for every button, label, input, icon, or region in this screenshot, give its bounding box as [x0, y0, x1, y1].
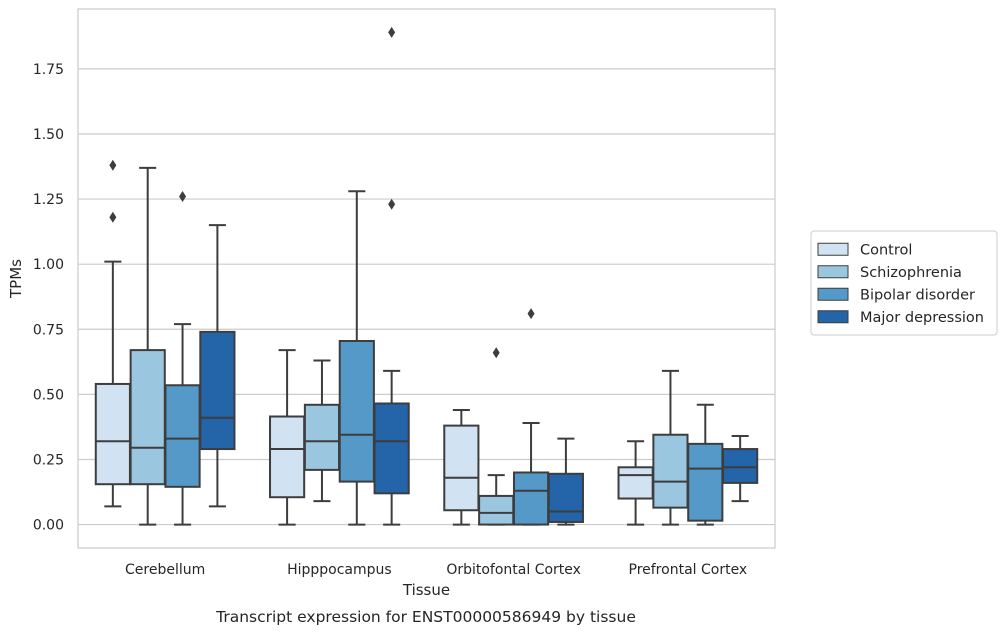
box-body	[512, 471, 550, 526]
box-control	[269, 349, 306, 526]
x-tick-label: Cerebellum	[125, 562, 205, 578]
box-major-depression	[547, 437, 584, 526]
y-tick-label: 1.75	[33, 62, 64, 78]
outlier-point	[492, 347, 500, 359]
box-series	[94, 26, 759, 526]
plot-frame	[77, 8, 776, 549]
legend-label: Schizophrenia	[860, 265, 962, 281]
y-tick-label: 1.00	[33, 257, 64, 273]
legend-swatch	[817, 310, 849, 324]
box-body	[617, 466, 654, 500]
box-control	[443, 408, 480, 526]
box-body	[722, 448, 759, 484]
y-axis-label: TPMs	[7, 259, 25, 299]
box-control	[617, 440, 654, 526]
box-body	[164, 384, 201, 488]
outlier-point	[109, 159, 117, 171]
outlier-point	[388, 198, 396, 210]
outlier-point	[527, 308, 535, 320]
y-tick-label: 0.75	[33, 322, 64, 338]
box-major-depression	[199, 224, 236, 508]
box-control	[94, 159, 131, 508]
box-bipolar-disorder	[164, 190, 201, 526]
legend-swatch	[817, 242, 849, 256]
box-body	[129, 349, 166, 486]
box-body	[303, 403, 341, 471]
y-axis-ticks: 0.00 0.25 0.50 0.75 1.00 1.25 1.50 1.75	[33, 62, 64, 534]
legend-label: Control	[860, 242, 912, 258]
box-body	[94, 382, 131, 486]
legend: Control Schizophrenia Bipolar disorder Majo…	[810, 230, 998, 336]
x-axis-ticks: Cerebellum Hipppocampus Orbitofontal Corte…	[125, 562, 747, 578]
box-body	[199, 330, 236, 451]
box-body	[652, 433, 689, 509]
chart-caption: Transcript expression for ENST0000058694…	[215, 608, 636, 626]
outlier-point	[388, 26, 396, 38]
legend-frame	[810, 230, 998, 336]
box-bipolar-disorder	[687, 403, 724, 526]
y-tick-label: 1.25	[33, 192, 64, 208]
box-schizophrenia	[129, 166, 166, 526]
box-body	[478, 494, 515, 526]
outlier-point	[179, 190, 187, 202]
legend-label: Bipolar disorder	[860, 287, 975, 303]
box-bipolar-disorder	[512, 308, 550, 526]
y-tick-label: 1.50	[33, 127, 64, 143]
y-tick-label: 0.00	[33, 518, 64, 534]
outlier-point	[109, 211, 117, 223]
box-major-depression	[722, 435, 759, 503]
box-schizophrenia	[478, 347, 515, 526]
x-axis-label: Tissue	[402, 581, 450, 599]
box-schizophrenia	[303, 359, 341, 503]
box-bipolar-disorder	[338, 190, 375, 526]
box-major-depression	[373, 26, 410, 526]
box-body	[373, 402, 410, 495]
box-body	[338, 339, 375, 483]
box-body	[547, 472, 584, 523]
y-tick-label: 0.25	[33, 452, 64, 468]
box-body	[269, 415, 306, 499]
box-body	[443, 424, 480, 512]
x-tick-label: Prefrontal Cortex	[629, 562, 748, 578]
y-tick-label: 0.50	[33, 387, 64, 403]
legend-swatch	[817, 265, 849, 279]
legend-swatch	[817, 287, 849, 301]
x-tick-label: Orbitofontal Cortex	[446, 562, 581, 578]
x-tick-label: Hipppocampus	[287, 562, 392, 578]
box-body	[687, 442, 724, 522]
legend-label: Major depression	[860, 310, 984, 326]
